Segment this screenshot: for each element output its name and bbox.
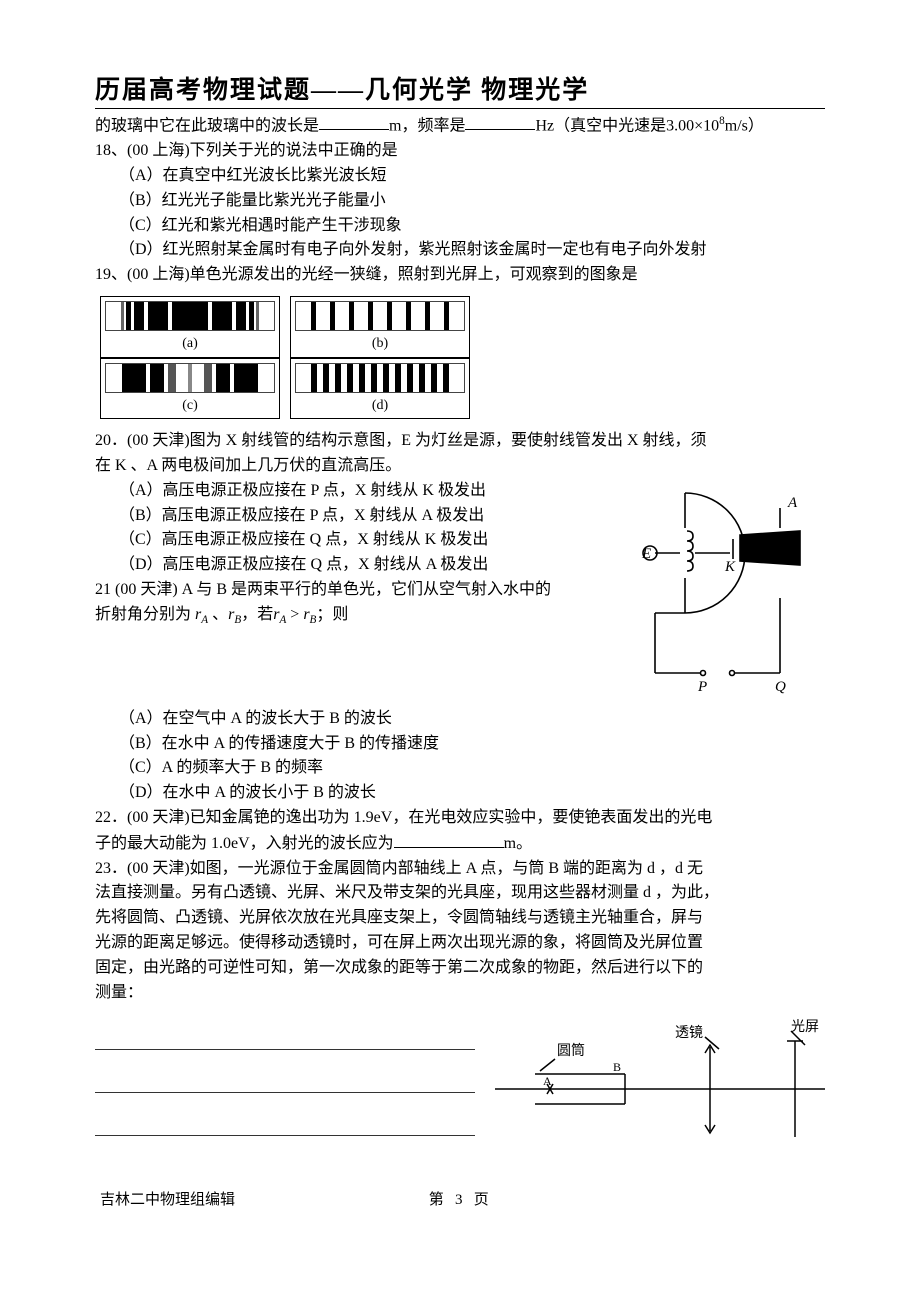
footer-center: 第 3 页 (429, 1188, 489, 1209)
q19-panel-a: (a) (100, 296, 280, 358)
q18-option-d: （D）红光照射某金属时有电子向外发射，紫光照射该金属时一定也有电子向外发射 (95, 238, 825, 263)
q18-option-c: （C）红光和紫光相遇时能产生干涉现象 (95, 214, 825, 239)
q21-option-b: （B）在水中 A 的传播速度大于 B 的传播速度 (95, 732, 825, 757)
q23-l2: 法直接测量。另有凸透镜、光屏、米尺及带支架的光具座，现用这些器材测量 d ，为此… (95, 881, 825, 906)
q19-label-d: (d) (295, 395, 465, 417)
svg-text:K: K (724, 559, 736, 575)
q18-stem: 18、(00 上海)下列关于光的说法中正确的是 (95, 139, 825, 164)
q23-fig-label-A: A (543, 1074, 552, 1088)
q18-option-a: （A）在真空中红光波长比紫光波长短 (95, 164, 825, 189)
footer-suffix: 页 (474, 1192, 489, 1208)
q23-fig-label-lens: 透镜 (675, 1025, 703, 1041)
q23-l4: 光源的距离足够远。使得移动透镜时，可在屏上两次出现光源的象，将圆筒及光屏位置 (95, 931, 825, 956)
body-content: 的玻璃中它在此玻璃中的波长是m，频率是Hz（真空中光速是3.00×108m/s）… (95, 113, 825, 1148)
q17-text2: m，频率是 (389, 117, 465, 134)
q23-l6: 测量： (95, 981, 825, 1006)
q17-speed: 3.00×10 (666, 117, 719, 134)
q20-xray-figure: A K E P Q (625, 483, 825, 703)
q22-l1: 22．(00 天津)已知金属铯的逸出功为 1.9eV，在光电效应实验中，要使铯表… (95, 806, 825, 831)
q22-l2: 子的最大动能为 1.0eV，入射光的波长应为 m。 (95, 831, 825, 857)
svg-text:A: A (787, 495, 798, 511)
q23-answer-lines[interactable] (95, 1019, 475, 1148)
q19-label-c: (c) (105, 395, 275, 417)
q21-rA-sub: A (201, 614, 208, 626)
q23-fig-label-B: B (613, 1060, 621, 1074)
q17-text3: Hz（真空中光速是 (535, 117, 666, 134)
q20-stem-l1: 20．(00 天津)图为 X 射线管的结构示意图，E 为灯丝是源，要使射线管发出… (95, 429, 825, 454)
q23-line-2[interactable] (95, 1062, 475, 1093)
exam-page: 历届高考物理试题——几何光学 物理光学 的玻璃中它在此玻璃中的波长是 m，频率是 H… (0, 0, 920, 1249)
svg-text:Q: Q (775, 679, 786, 695)
q22-l2-suffix: m。 (504, 835, 532, 852)
q23-optics-figure: 圆筒 A B 透镜 光屏 (495, 1019, 825, 1139)
q19-stem: 19、(00 上海)单色光源发出的光经一狭缝，照射到光屏上，可观察到的图象是 (95, 263, 825, 288)
q19-panel-c: (c) (100, 358, 280, 420)
svg-text:P: P (697, 679, 707, 695)
q18-option-b: （B）红光光子能量比紫光光子能量小 (95, 189, 825, 214)
q19-pattern-d (295, 363, 465, 393)
q22-blank-wavelength[interactable] (394, 831, 504, 848)
q19-pattern-b (295, 301, 465, 331)
q23-l3: 先将圆筒、凸透镜、光屏依次放在光具座支架上，令圆筒轴线与透镜主光轴重合，屏与 (95, 906, 825, 931)
q19-figure: (a) (b) (100, 296, 825, 419)
q21-cond: ，若 (241, 606, 273, 623)
page-header-title: 历届高考物理试题——几何光学 物理光学 (95, 70, 825, 109)
q23-fig-label-tube: 圆筒 (557, 1042, 585, 1059)
q19-panel-d: (d) (290, 358, 470, 420)
page-footer: 吉林二中物理组编辑 第 3 页 (95, 1188, 825, 1209)
q19-pattern-a (105, 301, 275, 331)
q21-gt: > (286, 606, 303, 623)
q23-line-1[interactable] (95, 1019, 475, 1050)
q21-option-a: （A）在空气中 A 的波长大于 B 的波长 (95, 707, 825, 732)
footer-left: 吉林二中物理组编辑 (100, 1192, 235, 1208)
q19-label-a: (a) (105, 333, 275, 355)
q22-l2-prefix: 子的最大动能为 1.0eV，入射光的波长应为 (95, 835, 394, 852)
q21-l2-prefix: 折射角分别为 (95, 606, 195, 623)
q19-pattern-c (105, 363, 275, 393)
q23-line-3[interactable] (95, 1105, 475, 1136)
q23-figure-row: 圆筒 A B 透镜 光屏 (95, 1019, 825, 1148)
q19-label-b: (b) (295, 333, 465, 355)
svg-text:E: E (641, 546, 651, 562)
q23-fig-label-screen: 光屏 (791, 1019, 819, 1035)
q21-option-c: （C）A 的频率大于 B 的频率 (95, 756, 825, 781)
q19-panel-b: (b) (290, 296, 470, 358)
q20-stem-l2: 在 K 、A 两电极间加上几万伏的直流高压。 (95, 454, 825, 479)
footer-prefix: 第 (429, 1192, 444, 1208)
q23-l1: 23．(00 天津)如图，一光源位于金属圆筒内部轴线上 A 点，与筒 B 端的距… (95, 857, 825, 882)
q17-continuation: 的玻璃中它在此玻璃中的波长是m，频率是Hz（真空中光速是3.00×108m/s） (95, 113, 825, 139)
q17-blank-wavelength[interactable] (319, 113, 389, 130)
q17-text1: 的玻璃中它在此玻璃中的波长是 (95, 117, 319, 134)
q21-l2-suffix: ；则 (316, 606, 348, 623)
q21-option-d: （D）在水中 A 的波长小于 B 的波长 (95, 781, 825, 806)
q17-speed-unit: m/s） (725, 117, 764, 134)
q17-blank-freq[interactable] (465, 113, 535, 130)
footer-page-num: 3 (455, 1192, 463, 1208)
q23-l5: 固定，由光路的可逆性可知，第一次成象的距等于第二次成象的物距，然后进行以下的 (95, 956, 825, 981)
